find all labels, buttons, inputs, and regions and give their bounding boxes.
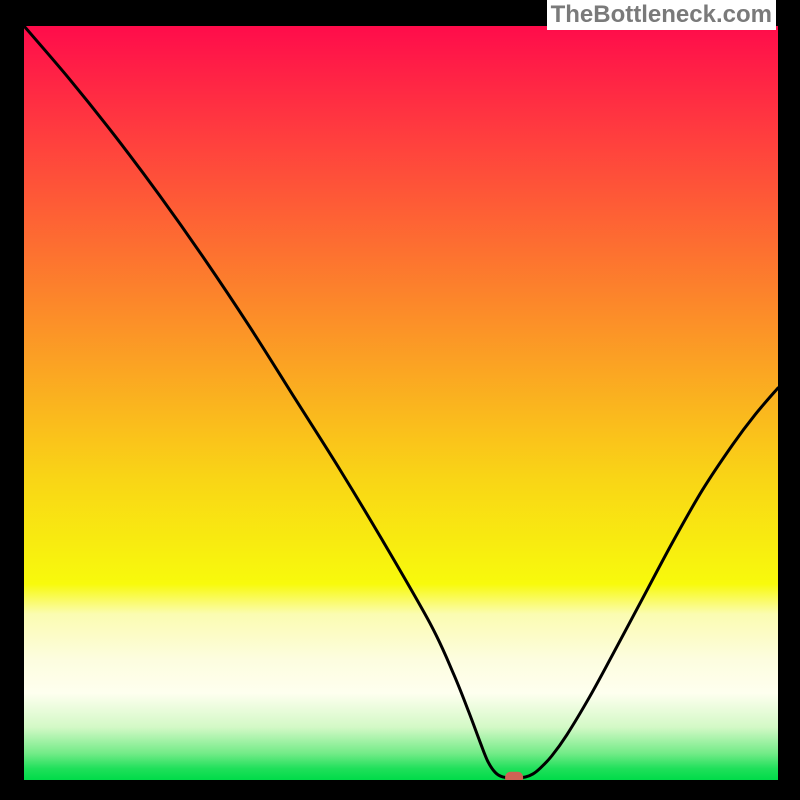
optimal-point-marker bbox=[506, 772, 523, 780]
chart-container: TheBottleneck.com bbox=[0, 0, 800, 800]
gradient-background bbox=[24, 26, 778, 780]
plot-area bbox=[24, 26, 778, 780]
bottleneck-curve-chart bbox=[24, 26, 778, 780]
watermark-label: TheBottleneck.com bbox=[547, 0, 776, 30]
